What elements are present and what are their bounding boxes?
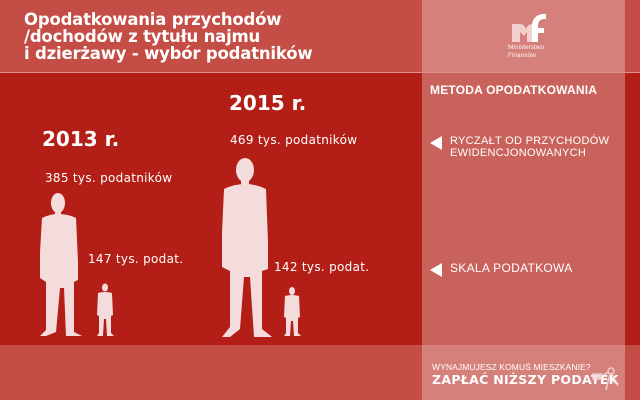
person-figure-small-2013 <box>97 283 114 336</box>
keys-icon <box>592 367 619 391</box>
title-line-3: i dzierżawy - wybór podatników <box>24 44 313 63</box>
title-line-1: Opodatkowania przychodów <box>24 10 282 29</box>
year-2015-label: 2015 r. <box>229 91 307 115</box>
count-2015-skala: 142 tys. podat. <box>274 260 370 274</box>
logo-panel <box>422 0 625 72</box>
person-figure-large-2015 <box>222 158 272 337</box>
ministry-logo[interactable]: Ministerstwo Finansów <box>508 12 568 60</box>
right-edge-strip <box>625 73 640 345</box>
arrow-left-icon <box>430 136 442 150</box>
page-title: Opodatkowania przychodów /dochodów z tyt… <box>24 11 414 62</box>
legend-ryczalt-line1: RYCZAŁT OD PRZYCHODÓW <box>450 135 610 147</box>
legend-item-ryczalt: RYCZAŁT OD PRZYCHODÓW EWIDENCJONOWANYCH <box>430 135 609 159</box>
cta-panel <box>422 345 625 400</box>
footer-question: WYNAJMUJESZ KOMUŚ MIESZKANIE? <box>432 362 591 372</box>
legend-ryczalt-line2: EWIDENCJONOWANYCH <box>450 147 587 159</box>
count-2013-skala: 147 tys. podat. <box>88 252 184 266</box>
person-figure-large-2013 <box>40 193 82 336</box>
legend-title: METODA OPODATKOWANIA <box>430 83 598 97</box>
legend-item-skala: SKALA PODATKOWA <box>430 262 573 277</box>
legend-skala-label: SKALA PODATKOWA <box>450 261 573 275</box>
mf-logo-icon <box>512 14 546 42</box>
cta-link[interactable]: ZAPŁAĆ NIŻSZY PODATEK <box>432 372 619 387</box>
count-2013-ryczalt: 385 tys. podatników <box>45 171 173 185</box>
title-line-2: /dochodów z tytułu najmu <box>24 27 261 46</box>
logo-text-ministerstwo: Ministerstwo <box>508 44 545 51</box>
legend-panel <box>422 73 625 345</box>
year-2013-label: 2013 r. <box>42 127 120 151</box>
person-figure-small-2015 <box>284 287 301 336</box>
count-2015-ryczalt: 469 tys. podatników <box>230 133 358 147</box>
logo-text-finansow: Finansów <box>508 52 536 59</box>
arrow-left-icon <box>430 263 442 277</box>
